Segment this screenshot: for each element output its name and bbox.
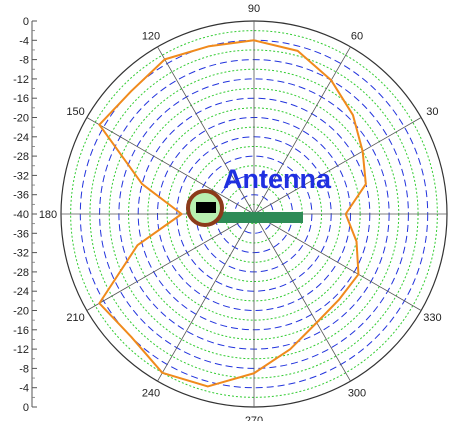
antenna-graphic (186, 189, 303, 227)
radial-axis-ticks: 0-4-8-12-16-20-24-28-32-36-40-36-32-28-2… (13, 16, 37, 414)
radial-tick-label: -12 (13, 74, 29, 86)
angular-spoke (253, 117, 422, 215)
angle-tick-label: 300 (348, 387, 366, 399)
angle-tick-label: 240 (142, 387, 160, 399)
radial-tick-label: -20 (13, 306, 29, 318)
radiation-pattern-line (98, 39, 367, 388)
angular-spoke (253, 213, 422, 311)
angular-spoke (253, 46, 351, 215)
angular-spokes (61, 21, 447, 407)
radial-tick-label: -16 (13, 325, 29, 337)
radial-tick-label: 0 (23, 16, 29, 28)
angle-tick-label: 30 (426, 106, 438, 118)
radial-tick-label: -40 (13, 209, 29, 221)
angular-spoke (157, 213, 255, 382)
radial-tick-label: -20 (13, 113, 29, 125)
radial-tick-label: -24 (13, 132, 29, 144)
antenna-element-bar (215, 212, 303, 223)
angular-spoke (86, 213, 255, 311)
antenna-annotation: Antenna (223, 164, 332, 194)
angle-tick-label: 90 (248, 3, 260, 15)
radial-tick-label: -32 (13, 170, 29, 182)
radial-tick-label: -24 (13, 286, 29, 298)
radial-tick-label: 0 (23, 402, 29, 414)
radial-tick-label: -28 (13, 267, 29, 279)
angular-spoke (86, 117, 255, 215)
angle-tick-label: 330 (423, 312, 441, 324)
radial-tick-label: -36 (13, 228, 29, 240)
radial-tick-label: -36 (13, 190, 29, 202)
angle-tick-label: 60 (351, 31, 363, 43)
radial-tick-label: -8 (19, 55, 29, 67)
angle-tick-label: 120 (142, 31, 160, 43)
radial-tick-label: -4 (19, 383, 29, 395)
radial-tick-label: -32 (13, 248, 29, 260)
radial-tick-label: -4 (19, 35, 29, 47)
angular-spoke (253, 213, 351, 382)
radial-tick-label: -12 (13, 344, 29, 356)
angular-spoke (157, 46, 255, 215)
angle-tick-label: 210 (66, 312, 84, 324)
radial-tick-label: -16 (13, 93, 29, 105)
antenna-feed-core (196, 202, 216, 213)
angle-tick-label: 150 (66, 106, 84, 118)
radial-tick-label: -8 (19, 363, 29, 375)
angle-tick-label: 270 (245, 415, 263, 421)
angle-tick-label: 180 (39, 209, 57, 221)
radial-tick-label: -28 (13, 151, 29, 163)
